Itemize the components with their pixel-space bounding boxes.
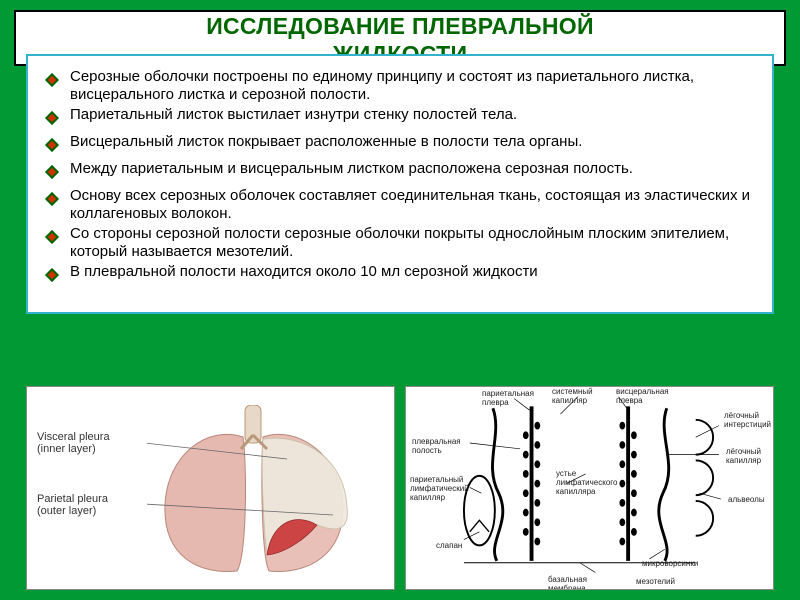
- lbl-alveoly: альвеолы: [728, 495, 765, 504]
- lbl-leg-inter: лёгочныйинтерстиций: [724, 411, 771, 429]
- bullet-text: Серозные оболочки построены по единому п…: [70, 68, 756, 104]
- bullet-row: Основу всех серозных оболочек составляет…: [44, 187, 756, 223]
- image-row: Visceral pleura(inner layer) Parietal pl…: [26, 386, 774, 590]
- pleura-diagram: париетальнаяплевра системныйкапилляр вис…: [405, 386, 774, 590]
- lbl-ustye: устьелимфатическогокапилляра: [556, 469, 617, 496]
- bullet-text: Париетальный листок выстилает изнутри ст…: [70, 106, 756, 124]
- lungs-figure: Visceral pleura(inner layer) Parietal pl…: [26, 386, 395, 590]
- diamond-icon: [44, 267, 64, 288]
- bullet-text: Основу всех серозных оболочек составляет…: [70, 187, 756, 223]
- lungs-svg: [147, 405, 357, 577]
- diamond-icon: [44, 137, 64, 158]
- text-card: Серозные оболочки построены по единому п…: [26, 54, 774, 314]
- diamond-icon: [44, 72, 64, 93]
- bullet-text: Висцеральный листок покрывает расположен…: [70, 133, 756, 151]
- lbl-mikrov: микроворсинки: [642, 559, 698, 568]
- slide-title-l1: ИССЛЕДОВАНИЕ ПЛЕВРАЛЬНОЙ: [16, 12, 784, 40]
- bullet-text: В плевральной полости находится около 10…: [70, 263, 756, 281]
- visceral-pleura-label: Visceral pleura(inner layer): [37, 431, 110, 455]
- slide: ИССЛЕДОВАНИЕ ПЛЕВРАЛЬНОЙ ЖИДКОСТИ Серозн…: [0, 0, 800, 600]
- bullet-text: Со стороны серозной полости серозные обо…: [70, 225, 756, 261]
- lbl-plevr-pol: плевральнаяполость: [412, 437, 461, 455]
- bullet-row: Париетальный листок выстилает изнутри ст…: [44, 106, 756, 131]
- lbl-par-plevra: париетальнаяплевра: [482, 389, 534, 407]
- lbl-par-lymph: париетальныйлимфатическийкапилляр: [410, 475, 469, 502]
- lbl-vis-plevra: висцеральнаяплевра: [616, 387, 669, 405]
- lbl-mezotel: мезотелий: [636, 577, 675, 586]
- diamond-icon: [44, 191, 64, 212]
- lbl-slapan: слапан: [436, 541, 462, 550]
- bullet-text: Между париетальным и висцеральным листко…: [70, 160, 756, 178]
- lbl-baz-mem: базальнаямембрана: [548, 575, 587, 590]
- bullet-row-partial: В плевральной полости находится около 10…: [44, 263, 756, 288]
- bullet-row: Висцеральный листок покрывает расположен…: [44, 133, 756, 158]
- lbl-leg-kap: лёгочныйкапилляр: [726, 447, 761, 465]
- bullet-row: Серозные оболочки построены по единому п…: [44, 68, 756, 104]
- parietal-pleura-label: Parietal pleura(outer layer): [37, 493, 108, 517]
- diamond-icon: [44, 110, 64, 131]
- diamond-icon: [44, 164, 64, 185]
- diamond-icon: [44, 229, 64, 250]
- bullet-row: Со стороны серозной полости серозные обо…: [44, 225, 756, 261]
- lbl-sist-kap: системныйкапилляр: [552, 387, 593, 405]
- bullet-row: Между париетальным и висцеральным листко…: [44, 160, 756, 185]
